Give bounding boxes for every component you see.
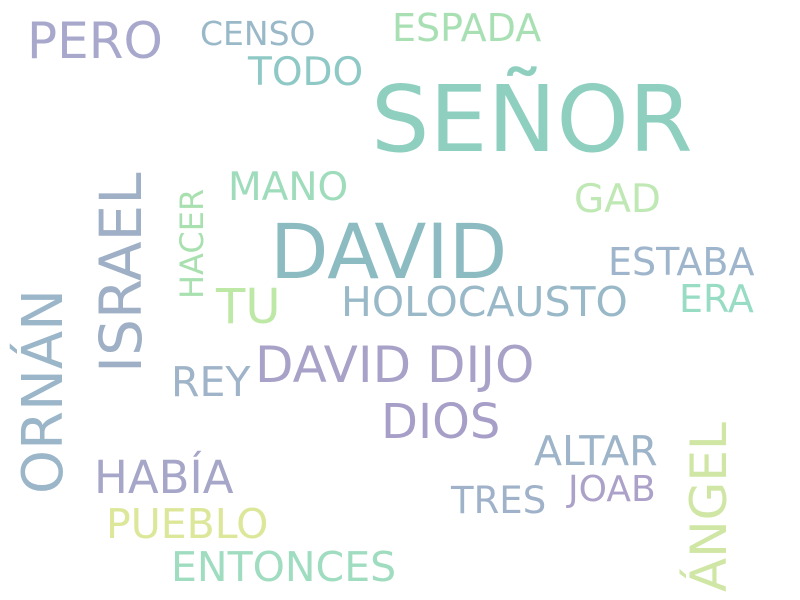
word-joab: JOAB bbox=[568, 469, 656, 510]
word-pero: PERO bbox=[27, 12, 163, 70]
word-era: ERA bbox=[679, 277, 754, 321]
word-mano: MANO bbox=[228, 165, 349, 210]
word-holocausto: HOLOCAUSTO bbox=[341, 278, 628, 326]
word-israel: ISRAEL bbox=[87, 172, 155, 373]
word-ornan: ORNÁN bbox=[11, 288, 76, 494]
word-censo: CENSO bbox=[200, 14, 316, 53]
word-entonces: ENTONCES bbox=[171, 543, 397, 591]
word-hacer: HACER bbox=[173, 188, 211, 299]
word-pueblo: PUEBLO bbox=[106, 500, 269, 548]
word-gad: GAD bbox=[574, 177, 661, 222]
word-rey: REY bbox=[171, 358, 251, 406]
word-angel: ÁNGEL bbox=[680, 422, 738, 592]
word-todo: TODO bbox=[248, 50, 364, 95]
word-tres: TRES bbox=[451, 479, 547, 522]
word-estaba: ESTABA bbox=[608, 240, 755, 284]
word-espada: ESPADA bbox=[392, 6, 542, 50]
word-tu: TU bbox=[216, 279, 281, 335]
word-dios: DIOS bbox=[381, 394, 501, 450]
word-habia: HABÍA bbox=[94, 451, 234, 504]
word-david-dijo: DAVID DIJO bbox=[255, 336, 535, 394]
word-senor: SEÑOR bbox=[371, 66, 693, 173]
word-david: DAVID bbox=[270, 207, 508, 296]
word-altar: ALTAR bbox=[534, 427, 658, 475]
